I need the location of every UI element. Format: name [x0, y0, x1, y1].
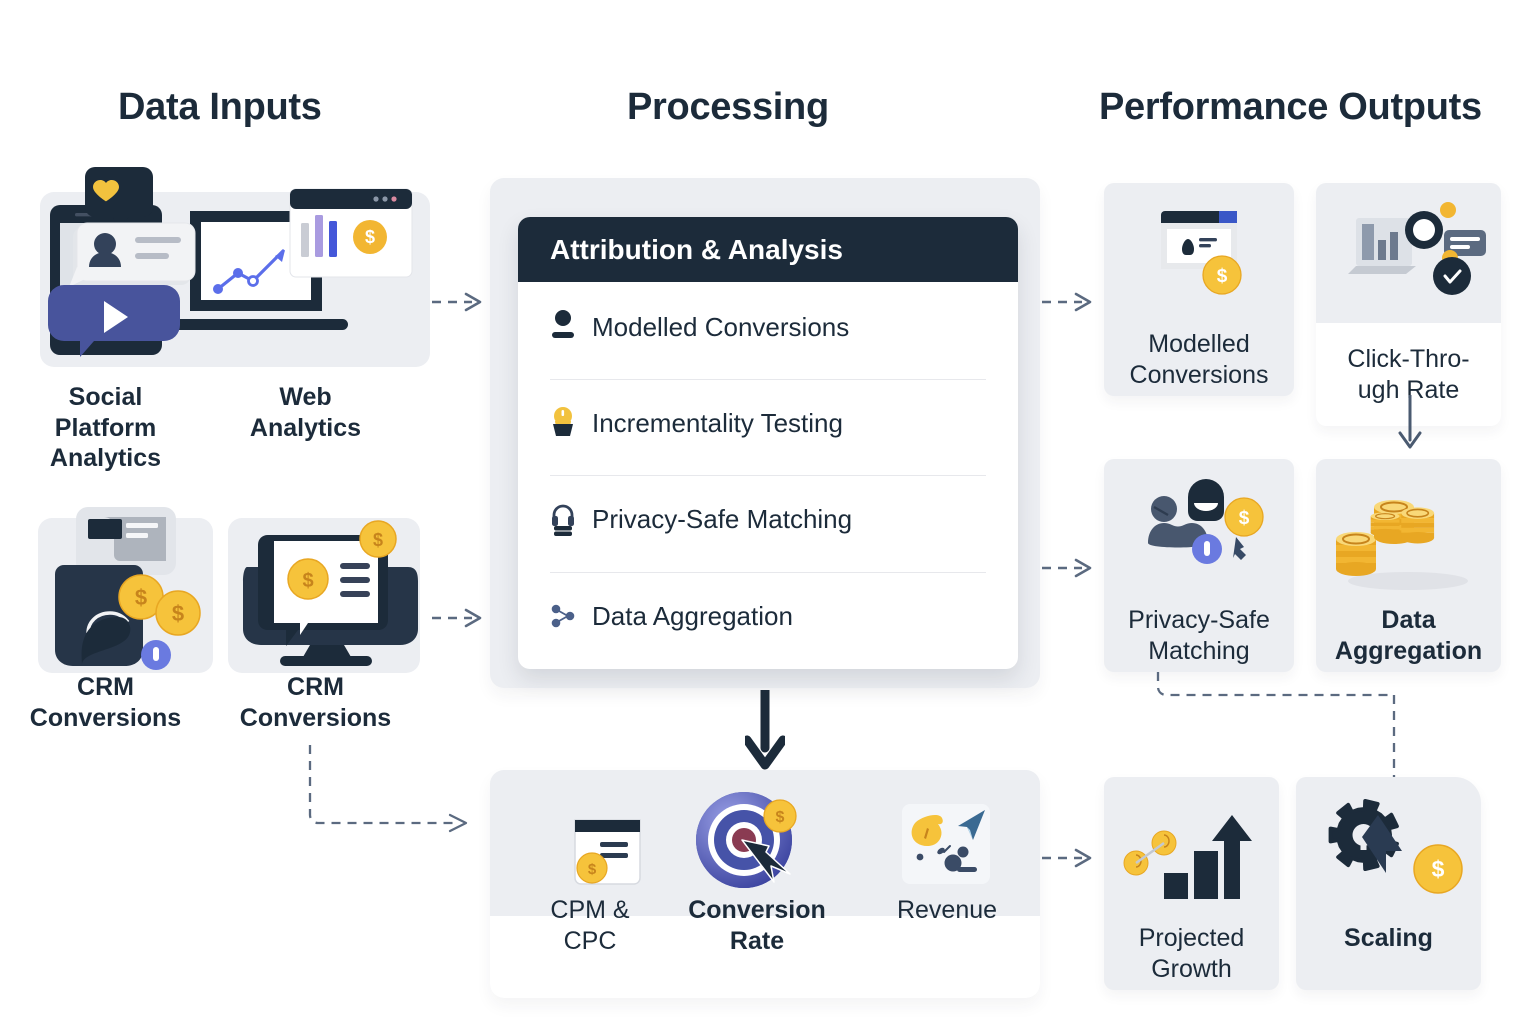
svg-text:$: $	[373, 530, 383, 550]
svg-text:$: $	[776, 809, 785, 826]
svg-text:$: $	[365, 227, 375, 247]
svg-text:$: $	[1217, 266, 1228, 287]
svg-text:$: $	[302, 570, 313, 592]
svg-text:$: $	[588, 861, 597, 878]
svg-text:$: $	[135, 585, 147, 610]
svg-text:$: $	[1239, 508, 1250, 529]
svg-text:$: $	[1432, 856, 1445, 882]
svg-text:$: $	[172, 601, 184, 626]
